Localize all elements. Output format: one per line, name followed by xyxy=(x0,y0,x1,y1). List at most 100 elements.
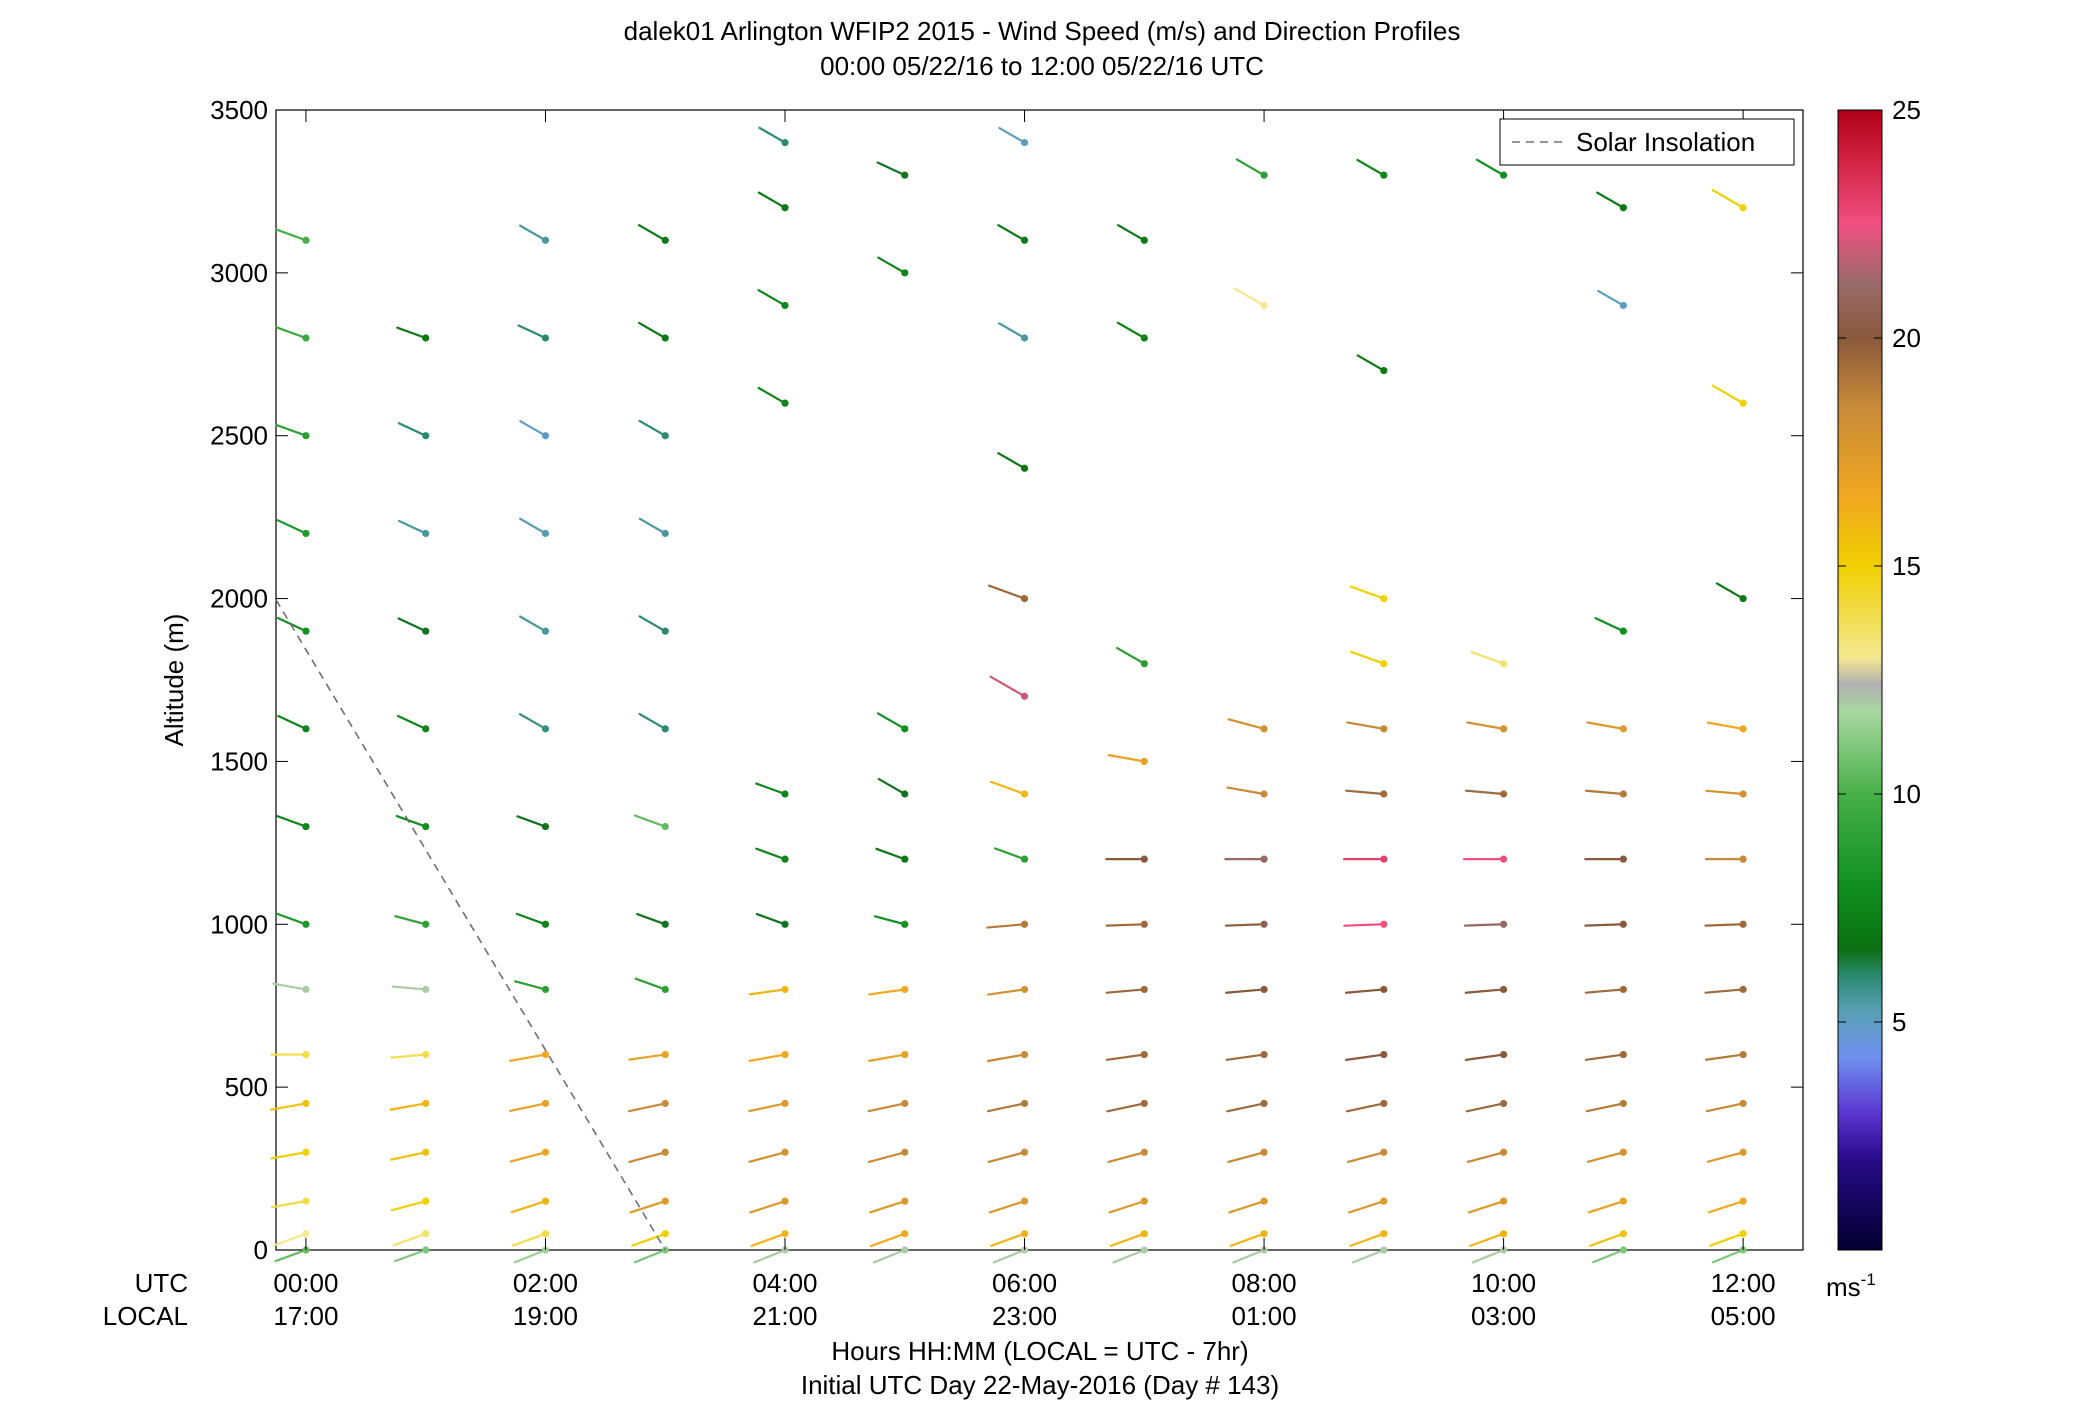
wind-barb-stick xyxy=(397,422,427,437)
wind-barb-stick xyxy=(396,326,427,340)
wind-barb-stick xyxy=(1107,754,1146,763)
wind-barb-point xyxy=(1499,725,1508,733)
x-tick-label-local: 23:00 xyxy=(992,1301,1057,1331)
wind-barb-point xyxy=(302,236,310,244)
wind-barb-stick xyxy=(988,584,1026,600)
wind-barb-stick xyxy=(986,1053,1026,1063)
wind-barb-point xyxy=(541,529,550,538)
wind-barb-point xyxy=(1140,855,1148,863)
wind-barb-point xyxy=(1020,334,1029,342)
wind-barb-point xyxy=(1140,1050,1148,1059)
wind-barb-stick xyxy=(391,985,427,991)
wind-barb-point xyxy=(1499,1230,1508,1238)
wind-barb-point xyxy=(541,432,550,440)
wind-barb-point xyxy=(661,334,669,342)
wind-barb-point xyxy=(1380,594,1388,603)
wind-barb-stick xyxy=(628,1053,667,1061)
wind-barb-point xyxy=(1619,1197,1627,1205)
wind-barb-point xyxy=(1140,334,1148,342)
wind-barb-point xyxy=(1260,301,1268,310)
wind-barb-point xyxy=(422,725,430,733)
x-tick-label-local: 03:00 xyxy=(1471,1301,1536,1331)
y-tick-label: 3500 xyxy=(210,95,268,125)
wind-barb-stick xyxy=(1227,718,1266,730)
wind-barb-stick xyxy=(514,980,547,991)
wind-barb-point xyxy=(901,790,909,798)
wind-barb-stick xyxy=(1351,1248,1385,1264)
wind-barb-stick xyxy=(1711,1248,1745,1264)
wind-barb-stick xyxy=(1586,1151,1625,1163)
wind-barb-point xyxy=(1619,1099,1627,1108)
wind-barb-stick xyxy=(1465,1102,1505,1113)
wind-barb-point xyxy=(422,920,430,928)
y-axis: 0 500 1000 1500 2000 2500 3000 3500 xyxy=(210,95,1803,1265)
wind-barb-point xyxy=(541,920,550,928)
wind-barb-point xyxy=(302,1050,310,1059)
wind-barb-stick xyxy=(1467,1200,1505,1214)
wind-barb-layer xyxy=(270,126,1747,1264)
legend-box xyxy=(1499,118,1795,166)
wind-barb-stick xyxy=(1471,1248,1505,1264)
wind-barb-stick xyxy=(517,324,547,340)
x-tick-label-utc: 12:00 xyxy=(1711,1268,1776,1298)
wind-barb-point xyxy=(1380,1050,1388,1059)
wind-barb-stick xyxy=(1584,923,1625,927)
wind-barb-point xyxy=(1020,855,1029,863)
wind-barb-point xyxy=(1380,985,1388,994)
wind-barb-stick xyxy=(993,847,1026,861)
wind-barb-stick xyxy=(1594,617,1625,633)
wind-barb-point xyxy=(781,985,789,994)
wind-barb-stick xyxy=(629,1200,667,1214)
wind-barb-stick xyxy=(270,1102,308,1111)
wind-barb-point xyxy=(422,432,430,440)
wind-barb-point xyxy=(1739,985,1747,994)
wind-barb-point xyxy=(901,171,909,179)
wind-barb-point xyxy=(1380,1246,1388,1254)
chart-title: dalek01 Arlington WFIP2 2015 - Wind Spee… xyxy=(624,16,1461,46)
wind-barb-stick xyxy=(1224,923,1266,927)
wind-barb-point xyxy=(1020,1148,1029,1156)
wind-barb-point xyxy=(1020,985,1029,994)
wind-barb-stick xyxy=(392,1232,427,1247)
wind-barb-stick xyxy=(1704,1053,1745,1061)
wind-barb-stick xyxy=(992,1248,1026,1264)
wind-barb-stick xyxy=(508,1102,547,1113)
x-tick-label-utc: 02:00 xyxy=(513,1268,578,1298)
wind-barb-stick xyxy=(989,1232,1026,1247)
wind-barb-stick xyxy=(275,423,308,437)
wind-barb-stick xyxy=(749,1200,787,1214)
wind-barb-stick xyxy=(519,517,547,535)
wind-barb-stick xyxy=(869,1232,906,1248)
wind-barb-stick xyxy=(276,815,308,828)
wind-barb-point xyxy=(422,822,430,831)
wind-barb-stick xyxy=(397,617,427,633)
wind-barb-stick xyxy=(1470,650,1505,665)
wind-barb-point xyxy=(1020,920,1029,928)
wind-barb-point xyxy=(1499,1148,1508,1156)
colorbar-tick-label: 5 xyxy=(1892,1007,1906,1037)
wind-barb-point xyxy=(1499,171,1508,179)
wind-barb-point xyxy=(1739,1148,1747,1156)
wind-barb-point xyxy=(901,1099,909,1108)
wind-barb-stick xyxy=(998,126,1026,144)
wind-barb-point xyxy=(1140,660,1148,668)
local-row-label: LOCAL xyxy=(103,1301,188,1331)
wind-barb-point xyxy=(901,985,909,994)
wind-barb-point xyxy=(422,1099,430,1108)
wind-barb-stick xyxy=(1592,1248,1625,1264)
wind-barb-stick xyxy=(275,912,308,926)
wind-barb-stick xyxy=(1117,224,1146,242)
wind-barb-point xyxy=(422,1197,430,1205)
wind-barb-point xyxy=(302,920,310,928)
wind-barb-stick xyxy=(277,714,308,730)
solar-insolation-line xyxy=(275,599,666,1251)
wind-barb-stick xyxy=(390,1200,427,1212)
wind-barb-stick xyxy=(748,1151,787,1163)
wind-barb-stick xyxy=(748,1102,787,1113)
wind-barb-point xyxy=(541,1050,550,1059)
wind-barb-stick xyxy=(867,1102,906,1113)
legend-entry-solar-insolation: Solar Insolation xyxy=(1576,127,1755,157)
wind-barb-point xyxy=(1499,1197,1508,1205)
wind-barb-point xyxy=(1739,1197,1747,1205)
